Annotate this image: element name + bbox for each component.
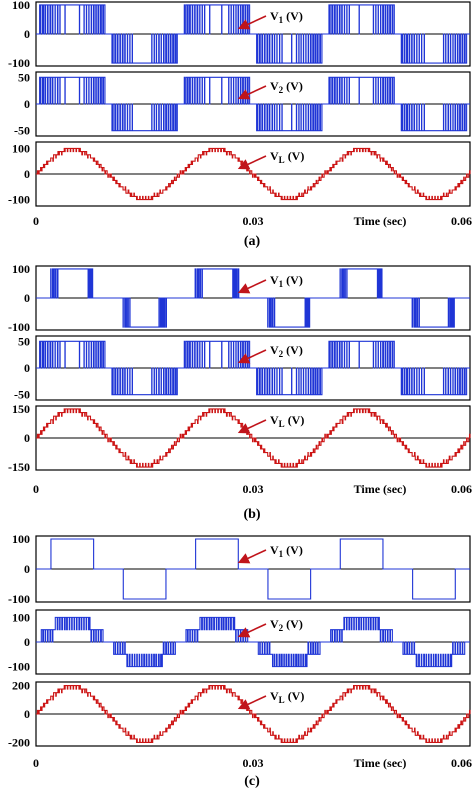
y-tick-label: -200	[8, 735, 30, 749]
y-tick-label: 100	[12, 532, 30, 546]
y-tick-label: 0	[24, 431, 30, 445]
signal-label-bg	[268, 687, 326, 703]
signal-label: V1 (V)	[270, 273, 303, 289]
figure-caption: (b)	[243, 507, 260, 522]
y-tick-label: 0	[24, 167, 30, 181]
signal-label: V1 (V)	[270, 9, 303, 25]
y-tick-label: -50	[14, 124, 30, 138]
panel-vl: 150 0 -150 VL (V)	[8, 402, 471, 474]
x-tick-label: 0.03	[243, 756, 264, 770]
y-tick-label: -100	[8, 592, 30, 606]
y-tick-label: 0	[24, 27, 30, 41]
series-v2	[36, 340, 470, 396]
x-axis-label: Time (sec)	[354, 482, 407, 496]
signal-arrow	[237, 155, 267, 170]
signal-arrow	[237, 549, 267, 564]
signal-label: VL (V)	[270, 149, 304, 165]
signal-label-bg	[268, 7, 326, 23]
x-tick-label: 0.06	[451, 756, 472, 770]
signal-label: V1 (V)	[270, 543, 303, 559]
series-v2	[36, 616, 470, 668]
signal-label: V2 (V)	[270, 617, 303, 633]
panel-v2: 50 0 -50 V2 (V)	[14, 334, 471, 402]
signal-label: VL (V)	[270, 413, 304, 429]
x-tick-label: 0.03	[243, 482, 264, 496]
x-tick-label: 0	[33, 482, 39, 496]
signal-arrow	[237, 85, 267, 100]
series-vl	[36, 408, 471, 468]
y-tick-label: 100	[12, 141, 30, 155]
signal-label: V2 (V)	[270, 79, 303, 95]
signal-label-bg	[268, 341, 326, 357]
x-tick-label: 0.03	[243, 214, 264, 228]
panel-v2: 50 0 -50 V2 (V)	[14, 70, 471, 138]
y-tick-label: 50	[18, 70, 30, 84]
signal-label-bg	[268, 147, 326, 163]
y-tick-label: 0	[24, 361, 30, 375]
signal-arrow	[237, 349, 267, 364]
y-tick-label: 0	[24, 562, 30, 576]
y-tick-label: 0	[24, 707, 30, 721]
panel-v1: 100 0 -100 V1 (V)	[8, 262, 471, 334]
series-v2	[36, 76, 470, 132]
signal-arrow	[237, 623, 267, 638]
y-tick-label: -100	[8, 56, 30, 70]
signal-label: VL (V)	[270, 689, 304, 705]
x-tick-label: 0.06	[451, 482, 472, 496]
y-tick-label: 100	[12, 262, 30, 276]
y-tick-label: 0	[24, 97, 30, 111]
signal-arrow	[237, 695, 267, 710]
signal-arrow	[237, 279, 267, 294]
series-v1	[36, 4, 470, 64]
signal-label: V2 (V)	[270, 343, 303, 359]
panel-v2: 100 0 -100 V2 (V)	[8, 609, 471, 675]
figure-caption: (c)	[244, 774, 260, 789]
y-tick-label: -100	[8, 660, 30, 674]
y-tick-label: 50	[18, 334, 30, 348]
x-axis-label: Time (sec)	[354, 756, 407, 770]
y-tick-label: 100	[12, 0, 30, 12]
series-vl	[36, 147, 471, 201]
signal-label-bg	[268, 77, 326, 93]
panel-v1: 100 0 -100 V1 (V)	[8, 532, 471, 606]
y-tick-label: -100	[8, 193, 30, 207]
x-axis-label: Time (sec)	[354, 214, 407, 228]
signal-label-bg	[268, 411, 326, 427]
panel-v1: 100 0 -100 V1 (V)	[8, 0, 471, 70]
y-tick-label: 100	[12, 610, 30, 624]
panel-vl: 100 0 -100 VL (V)	[8, 141, 471, 207]
y-tick-label: 0	[24, 291, 30, 305]
series-vl	[36, 685, 471, 743]
y-tick-label: 0	[24, 635, 30, 649]
x-tick-label: 0.06	[451, 214, 472, 228]
signal-arrow	[237, 419, 267, 434]
signal-arrow	[237, 15, 267, 30]
signal-label-bg	[268, 615, 326, 631]
figure-caption: (a)	[244, 234, 261, 249]
y-tick-label: -50	[14, 388, 30, 402]
y-tick-label: -150	[8, 460, 30, 474]
y-tick-label: 200	[12, 679, 30, 693]
series-v1	[36, 268, 470, 328]
series-v1	[36, 538, 470, 600]
x-tick-label: 0	[33, 756, 39, 770]
signal-label-bg	[268, 541, 326, 557]
signal-label-bg	[268, 271, 326, 287]
x-tick-label: 0	[33, 214, 39, 228]
y-tick-label: -100	[8, 320, 30, 334]
panel-vl: 200 0 -200 VL (V)	[8, 679, 471, 749]
y-tick-label: 150	[12, 402, 30, 416]
